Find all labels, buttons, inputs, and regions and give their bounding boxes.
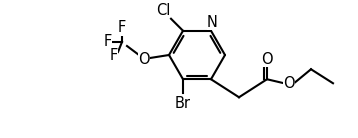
Text: O: O: [261, 52, 273, 67]
Text: F: F: [118, 21, 126, 35]
Text: O: O: [283, 76, 295, 91]
Text: N: N: [207, 15, 217, 30]
Text: O: O: [138, 52, 150, 67]
Text: F: F: [104, 34, 112, 50]
Text: Cl: Cl: [156, 3, 170, 18]
Text: Br: Br: [175, 96, 191, 111]
Text: F: F: [110, 48, 118, 63]
